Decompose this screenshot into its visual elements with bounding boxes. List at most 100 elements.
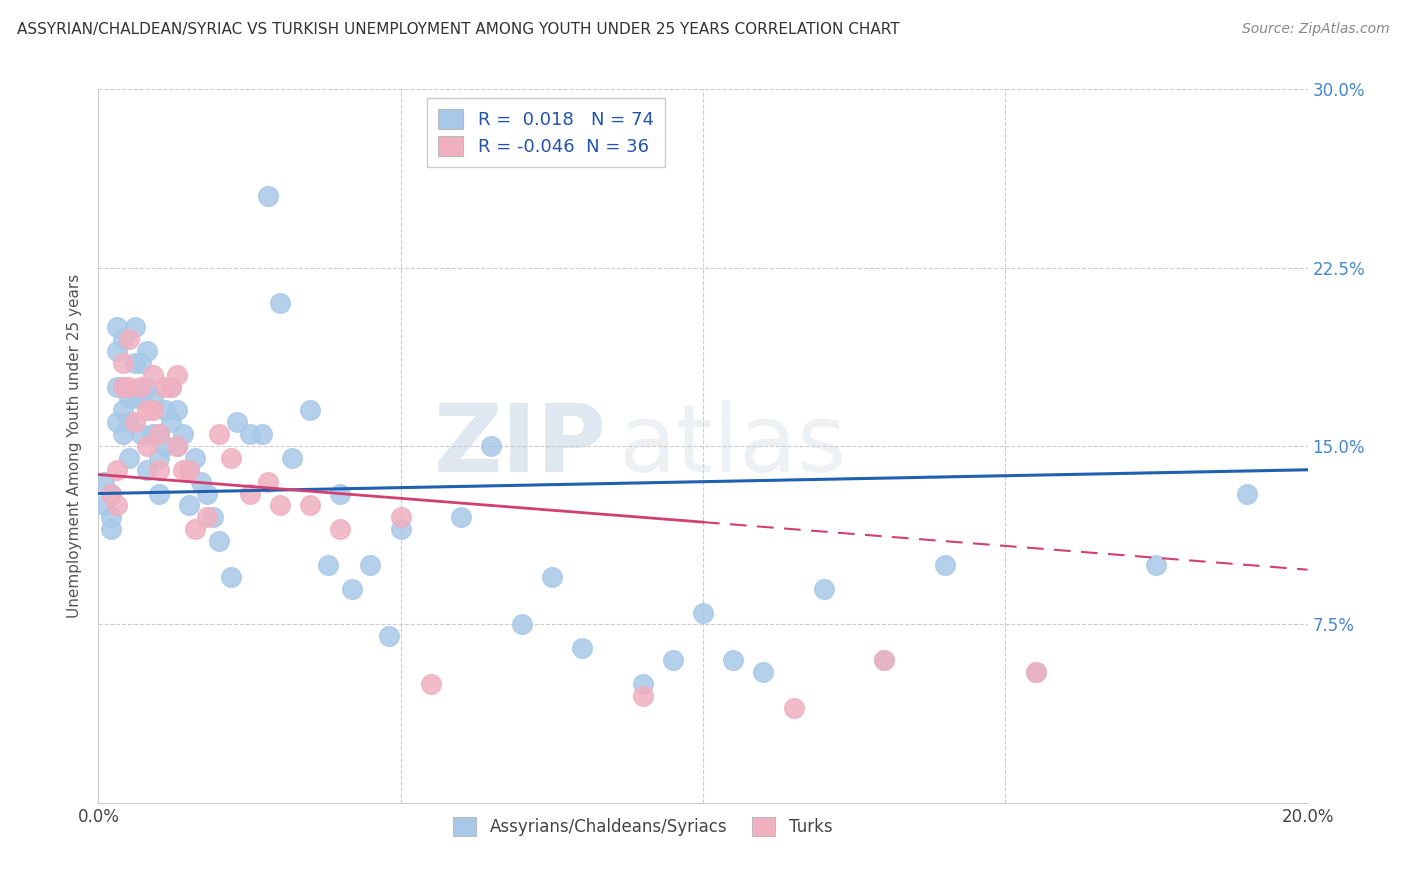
Point [118,415,141,429]
Point [208,427,231,442]
Point [111,332,134,346]
Point [166,439,188,453]
Point [100,522,122,536]
Point [184,450,207,465]
Point [389,510,412,524]
Point [148,427,170,442]
Point [299,499,322,513]
Point [142,403,165,417]
Point [166,403,188,417]
Point [250,427,273,442]
Point [124,356,146,370]
Point [135,379,157,393]
Point [148,450,170,465]
Point [160,379,183,393]
Point [142,368,165,382]
Point [142,427,165,442]
Point [135,403,157,417]
Point [195,486,218,500]
Point [105,320,128,334]
Point [269,296,291,310]
Point [329,522,352,536]
Point [873,653,896,667]
Point [153,379,176,393]
Point [1024,665,1046,679]
Point [208,534,231,549]
Y-axis label: Unemployment Among Youth under 25 years: Unemployment Among Youth under 25 years [67,274,83,618]
Point [118,450,141,465]
Point [540,570,562,584]
Point [100,486,122,500]
Point [389,522,412,536]
Point [202,510,225,524]
Point [111,403,134,417]
Point [172,463,194,477]
Point [377,629,399,643]
Point [166,368,188,382]
Point [118,392,141,406]
Point [299,403,322,417]
Point [153,403,176,417]
Point [221,450,243,465]
Point [160,379,183,393]
Point [111,427,134,442]
Point [124,320,146,334]
Point [135,439,157,453]
Point [813,582,835,596]
Point [93,475,115,489]
Point [661,653,683,667]
Point [135,343,157,358]
Point [450,510,472,524]
Point [166,439,188,453]
Point [105,499,128,513]
Point [329,486,352,500]
Point [692,606,714,620]
Point [129,356,152,370]
Point [571,641,593,656]
Point [269,499,291,513]
Point [420,677,443,691]
Text: ZIP: ZIP [433,400,606,492]
Point [100,510,122,524]
Point [342,582,364,596]
Text: Source: ZipAtlas.com: Source: ZipAtlas.com [1241,22,1389,37]
Text: ASSYRIAN/CHALDEAN/SYRIAC VS TURKISH UNEMPLOYMENT AMONG YOUTH UNDER 25 YEARS CORR: ASSYRIAN/CHALDEAN/SYRIAC VS TURKISH UNEM… [17,22,900,37]
Point [184,522,207,536]
Point [481,439,503,453]
Point [105,463,128,477]
Point [148,463,170,477]
Point [1024,665,1046,679]
Point [239,486,262,500]
Point [118,379,141,393]
Point [124,415,146,429]
Point [783,700,806,714]
Point [316,558,339,572]
Point [105,415,128,429]
Point [221,570,243,584]
Point [179,499,201,513]
Point [190,475,212,489]
Point [105,343,128,358]
Point [934,558,956,572]
Point [93,499,115,513]
Point [723,653,745,667]
Point [129,379,152,393]
Point [1144,558,1167,572]
Point [148,427,170,442]
Point [360,558,382,572]
Point [129,427,152,442]
Point [172,427,194,442]
Point [179,463,201,477]
Point [129,392,152,406]
Point [631,677,654,691]
Point [118,332,141,346]
Point [135,463,157,477]
Point [100,486,122,500]
Point [179,463,201,477]
Point [195,510,218,524]
Point [873,653,896,667]
Point [239,427,262,442]
Point [105,379,128,393]
Point [510,617,533,632]
Point [160,415,183,429]
